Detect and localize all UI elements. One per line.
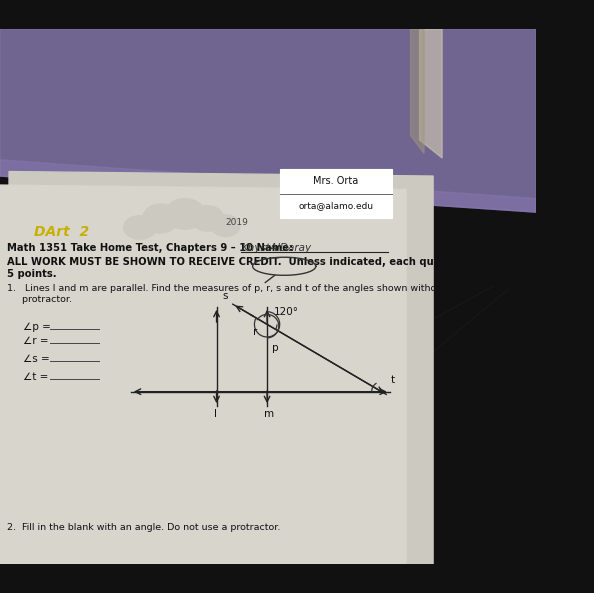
Text: ∠r =: ∠r = [23, 336, 48, 346]
Text: 2.  Fill in the blank with an angle. Do not use a protractor.: 2. Fill in the blank with an angle. Do n… [7, 524, 280, 533]
Text: 120°: 120° [274, 307, 299, 317]
Text: orta@alamo.edu: orta@alamo.edu [299, 202, 374, 211]
Text: 1.   Lines l and m are parallel. Find the measures of p, r, s and t of the angle: 1. Lines l and m are parallel. Find the … [7, 284, 484, 294]
Ellipse shape [211, 215, 240, 237]
Text: m: m [264, 409, 274, 419]
Text: Mrs. Orta: Mrs. Orta [314, 176, 359, 186]
Text: ∠t =: ∠t = [23, 372, 48, 382]
Text: ∠p =: ∠p = [23, 322, 50, 331]
Polygon shape [410, 29, 424, 154]
Polygon shape [9, 171, 433, 564]
Text: 5 points.: 5 points. [7, 269, 57, 279]
Polygon shape [419, 29, 442, 158]
Text: DArt  2: DArt 2 [34, 225, 90, 239]
Text: KnystAlDaray: KnystAlDaray [242, 243, 312, 253]
Text: ALL WORK MUST BE SHOWN TO RECEIVE CREDIT.  Unless indicated, each question is wo: ALL WORK MUST BE SHOWN TO RECEIVE CREDIT… [7, 257, 518, 267]
Text: protractor.: protractor. [7, 295, 72, 304]
Ellipse shape [191, 206, 224, 231]
Text: ∠s =: ∠s = [23, 354, 49, 364]
Text: 2019: 2019 [226, 218, 248, 228]
Ellipse shape [165, 199, 205, 229]
Polygon shape [0, 185, 406, 564]
Polygon shape [0, 160, 536, 212]
Text: l: l [214, 409, 217, 419]
Text: p: p [271, 343, 278, 353]
Polygon shape [0, 29, 536, 212]
Ellipse shape [143, 204, 179, 233]
Text: t: t [391, 375, 395, 385]
Text: r: r [252, 327, 257, 337]
Text: s: s [222, 291, 228, 301]
Text: Math 1351 Take Home Test, Chapters 9 – 10 Name:: Math 1351 Take Home Test, Chapters 9 – 1… [7, 243, 293, 253]
Bar [280, 169, 393, 218]
Ellipse shape [124, 216, 156, 239]
